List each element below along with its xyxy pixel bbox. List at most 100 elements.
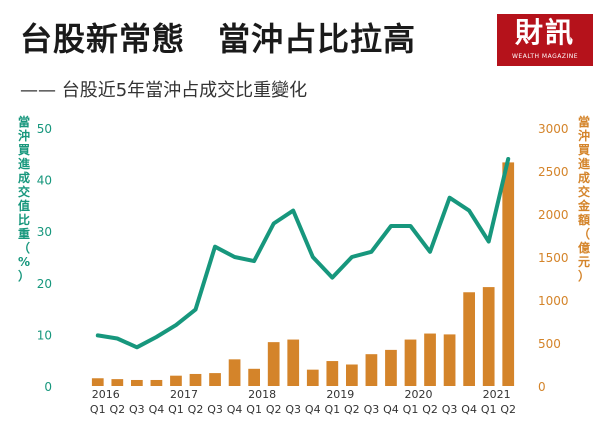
line-point <box>428 250 432 254</box>
right-axis-title-char: （ <box>578 226 590 241</box>
left-axis-title-char: 值 <box>18 198 30 213</box>
right-axis-title-char: 買 <box>578 143 590 157</box>
line-path <box>95 157 511 350</box>
bar <box>287 339 300 386</box>
left-tick-label: 0 <box>44 380 52 394</box>
x-quarter-label: Q2 <box>422 403 438 416</box>
left-axis-title-char: 成 <box>18 170 30 185</box>
chart-title: 台股新常態 當沖占比拉高 <box>20 20 417 58</box>
line-point <box>330 276 334 280</box>
x-quarter-label: Q4 <box>461 403 477 416</box>
right-axis-ticks: 0 500 1000 1500 2000 2500 3000 <box>538 122 569 394</box>
bar <box>502 162 515 386</box>
line-point <box>369 250 373 254</box>
logo-main-text: 財訊 <box>514 16 575 49</box>
x-quarter-label: Q3 <box>285 403 301 416</box>
x-quarter-label: Q2 <box>344 403 360 416</box>
chart-subtitle: —— 台股近5年當沖占成交比重變化 <box>20 80 308 101</box>
line-point <box>272 221 276 225</box>
right-axis-title-char: 億 <box>578 240 590 255</box>
line-point <box>96 333 100 337</box>
x-quarter-label: Q2 <box>188 403 204 416</box>
x-quarter-label: Q4 <box>227 403 243 416</box>
logo-sub-text: WEALTH MAGAZINE <box>511 53 579 60</box>
line-point <box>135 345 139 349</box>
x-quarter-label: Q3 <box>129 403 145 416</box>
right-axis-title-char: 金 <box>577 198 591 213</box>
left-axis-title-char: % <box>18 255 30 269</box>
left-axis-title-char: 沖 <box>18 128 30 143</box>
line-point <box>174 323 178 327</box>
x-quarter-label: Q1 <box>481 403 497 416</box>
right-axis-title-char: 額 <box>577 212 590 227</box>
line-point <box>487 240 491 244</box>
bar <box>228 359 241 386</box>
bar <box>248 368 260 386</box>
x-quarter-label: Q1 <box>324 403 340 416</box>
bar <box>267 342 280 386</box>
bar <box>404 339 417 386</box>
bar <box>385 349 397 386</box>
bar <box>365 354 378 386</box>
bar <box>189 373 202 386</box>
left-tick-label: 50 <box>37 122 52 136</box>
line-point <box>389 224 393 228</box>
left-axis-title-char: 比 <box>18 212 30 227</box>
x-quarter-label: Q3 <box>442 403 458 416</box>
line-point <box>213 245 217 249</box>
bar <box>209 373 221 386</box>
brand-logo: 財訊 WEALTH MAGAZINE <box>497 14 593 66</box>
left-axis-ticks: 0 10 20 30 40 50 <box>37 122 52 394</box>
x-quarter-label: Q3 <box>364 403 380 416</box>
line-series <box>95 157 511 350</box>
x-year-label: 2021 <box>483 388 511 401</box>
x-quarter-label: Q1 <box>246 403 262 416</box>
left-axis-title-char: ） <box>18 268 30 283</box>
bar <box>424 333 436 386</box>
right-axis-title-char: ） <box>578 268 590 283</box>
bar <box>111 379 124 386</box>
left-axis-title-char: 進 <box>18 156 31 171</box>
line-point <box>291 209 295 213</box>
line-point <box>252 259 256 263</box>
x-year-label: 2019 <box>326 388 354 401</box>
x-year-label: 2017 <box>170 388 198 401</box>
left-axis-title-char: （ <box>18 240 30 255</box>
bar <box>326 361 339 386</box>
line-point <box>448 196 452 200</box>
right-axis-title-char: 進 <box>578 156 591 171</box>
bar <box>170 375 182 386</box>
left-axis-title-char: 當 <box>18 114 30 129</box>
x-quarter-label: Q3 <box>207 403 223 416</box>
line-point <box>409 224 412 228</box>
right-axis-title-char: 沖 <box>578 128 590 143</box>
bar <box>443 334 456 386</box>
left-axis-title-char: 重 <box>18 226 30 241</box>
left-axis-title-char: 買 <box>18 143 30 157</box>
line-point <box>115 337 119 341</box>
right-tick-label: 2500 <box>538 165 569 179</box>
x-quarter-label: Q4 <box>149 403 165 416</box>
line-point <box>506 157 510 161</box>
x-quarter-label: Q2 <box>109 403 125 416</box>
line-point <box>194 308 197 312</box>
x-quarter-label: Q4 <box>305 403 321 416</box>
x-year-label: 2018 <box>248 388 276 401</box>
right-tick-label: 2000 <box>538 208 569 222</box>
x-year-label: 2020 <box>405 388 433 401</box>
x-quarter-label: Q2 <box>500 403 516 416</box>
bar <box>131 379 143 386</box>
left-tick-label: 10 <box>37 328 52 342</box>
left-tick-label: 20 <box>37 277 52 291</box>
right-tick-label: 1000 <box>538 294 569 308</box>
left-tick-label: 30 <box>37 225 52 239</box>
line-point <box>467 209 471 213</box>
bar <box>346 364 358 386</box>
right-tick-label: 500 <box>538 337 561 351</box>
x-quarter-label: Q1 <box>90 403 106 416</box>
bar <box>91 378 104 386</box>
